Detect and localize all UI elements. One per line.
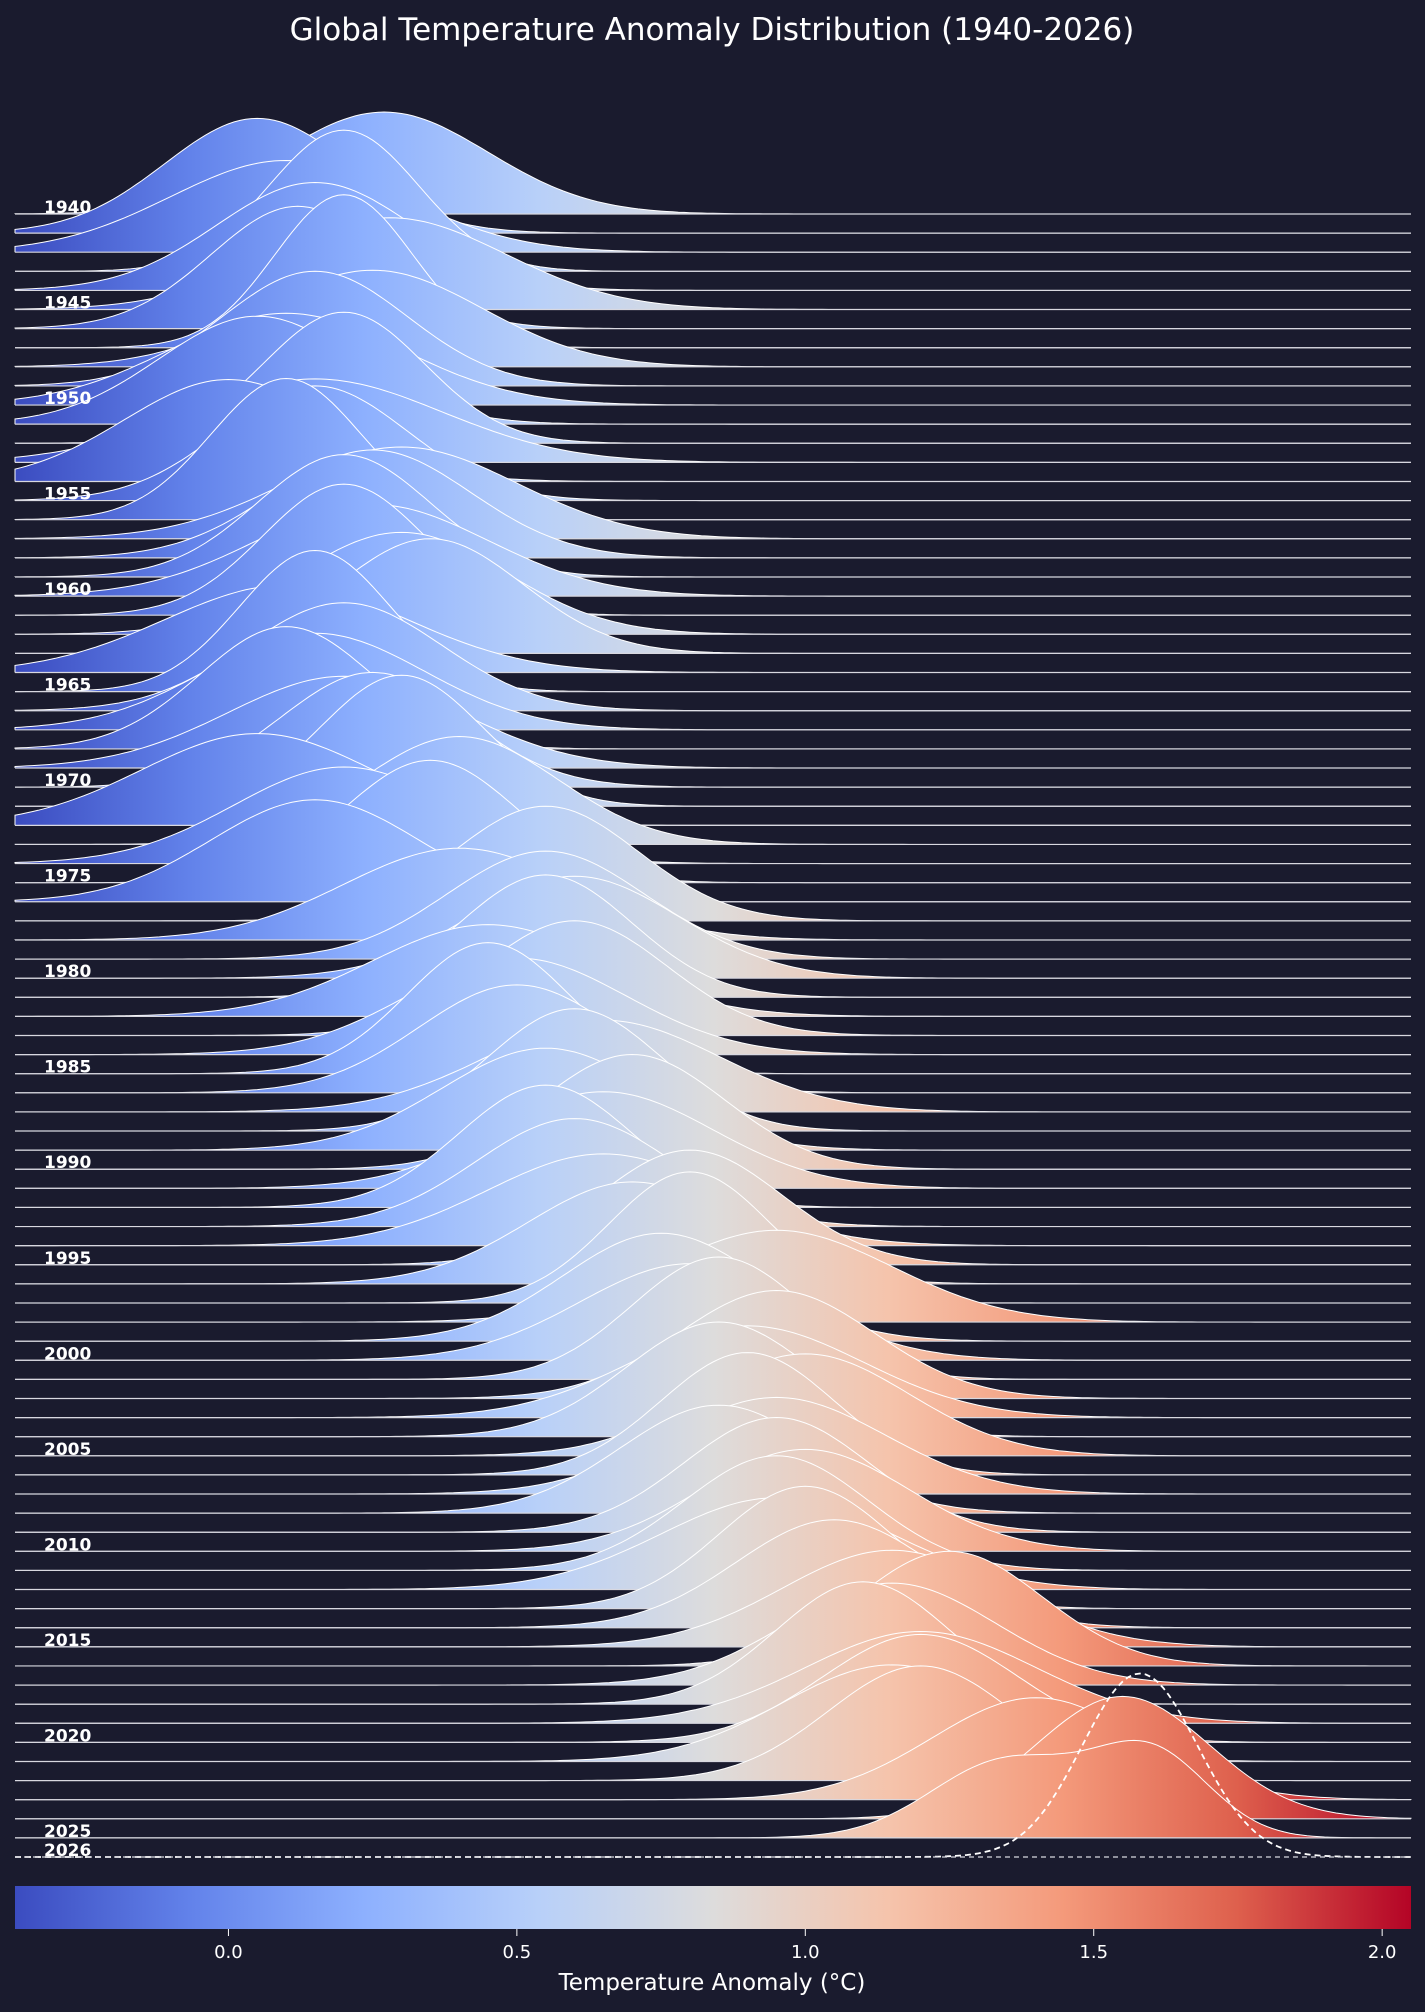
year-label: 1995 <box>44 1249 91 1269</box>
year-label: 1960 <box>44 580 91 600</box>
year-label: 1940 <box>44 198 91 218</box>
colorbar-label: Temperature Anomaly (°C) <box>558 1970 866 1996</box>
year-label: 1945 <box>44 294 91 314</box>
colorbar-tick-label: 1.5 <box>1079 1942 1108 1963</box>
year-label: 1955 <box>44 485 91 505</box>
colorbar <box>15 1886 1411 1929</box>
colorbar-tick-label: 1.0 <box>791 1942 820 1963</box>
colorbar-tick-label: 0.5 <box>503 1942 532 1963</box>
year-label: 1970 <box>44 771 91 791</box>
year-label: 2010 <box>44 1535 91 1555</box>
ridge-2026 <box>15 1672 1411 1858</box>
colorbar-ticks: 0.0 0.5 1.0 1.5 2.0 <box>214 1929 1396 1963</box>
year-label: 1975 <box>44 867 91 887</box>
year-label: 2000 <box>44 1344 91 1364</box>
year-label: 1980 <box>44 962 91 982</box>
year-label: 2005 <box>44 1440 91 1460</box>
colorbar-tick-label: 0.0 <box>214 1942 243 1963</box>
year-label: 2026 <box>44 1841 91 1861</box>
year-label: 1990 <box>44 1153 91 1173</box>
ridges <box>14 111 1412 1858</box>
year-labels: 1940 1945 1950 1955 1960 1965 1970 1975 1980 1985… <box>44 198 91 1861</box>
year-label: 2020 <box>44 1726 91 1746</box>
year-label: 1985 <box>44 1058 91 1078</box>
year-label: 2025 <box>44 1822 91 1842</box>
year-label: 1965 <box>44 676 91 696</box>
colorbar-tick-label: 2.0 <box>1368 1942 1397 1963</box>
year-label: 1950 <box>44 389 91 409</box>
chart-title: Global Temperature Anomaly Distribution … <box>290 12 1135 48</box>
year-label: 2015 <box>44 1631 91 1651</box>
